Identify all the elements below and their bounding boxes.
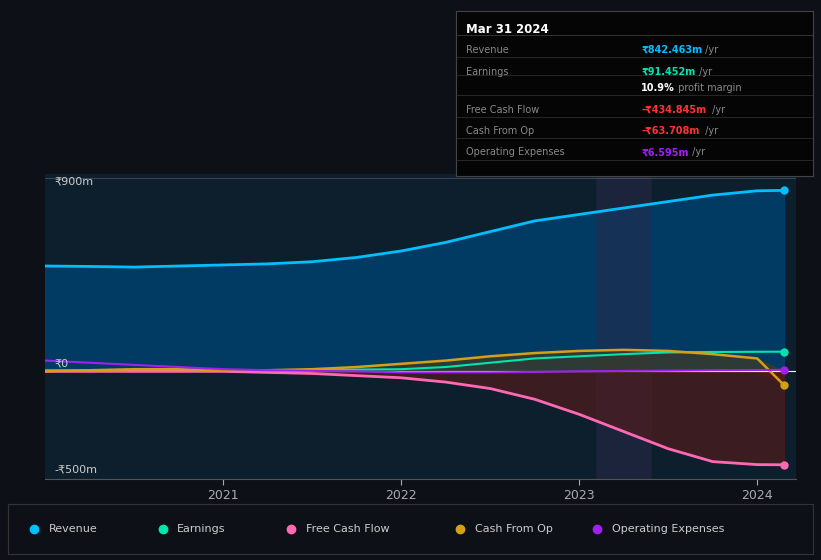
Text: ₹842.463m: ₹842.463m — [641, 45, 703, 55]
Text: Free Cash Flow: Free Cash Flow — [466, 105, 539, 115]
Text: ₹91.452m: ₹91.452m — [641, 67, 695, 77]
Text: ₹6.595m: ₹6.595m — [641, 147, 689, 157]
Text: Revenue: Revenue — [48, 524, 97, 534]
Text: ₹900m: ₹900m — [54, 177, 93, 187]
Text: -₹63.708m: -₹63.708m — [641, 126, 699, 136]
Text: /yr: /yr — [703, 126, 718, 136]
Text: ₹0: ₹0 — [54, 358, 68, 368]
Text: -₹434.845m: -₹434.845m — [641, 105, 707, 115]
Text: Earnings: Earnings — [177, 524, 226, 534]
Text: -₹500m: -₹500m — [54, 464, 97, 474]
Text: /yr: /yr — [695, 67, 712, 77]
Text: profit margin: profit margin — [676, 83, 742, 93]
Text: /yr: /yr — [709, 105, 725, 115]
Text: Free Cash Flow: Free Cash Flow — [306, 524, 389, 534]
Text: 10.9%: 10.9% — [641, 83, 675, 93]
Text: /yr: /yr — [703, 45, 718, 55]
Text: Operating Expenses: Operating Expenses — [466, 147, 565, 157]
Text: Earnings: Earnings — [466, 67, 509, 77]
Text: Operating Expenses: Operating Expenses — [612, 524, 724, 534]
Text: Cash From Op: Cash From Op — [466, 126, 534, 136]
Text: /yr: /yr — [689, 147, 705, 157]
Text: Mar 31 2024: Mar 31 2024 — [466, 23, 549, 36]
Text: Revenue: Revenue — [466, 45, 509, 55]
Text: Cash From Op: Cash From Op — [475, 524, 553, 534]
